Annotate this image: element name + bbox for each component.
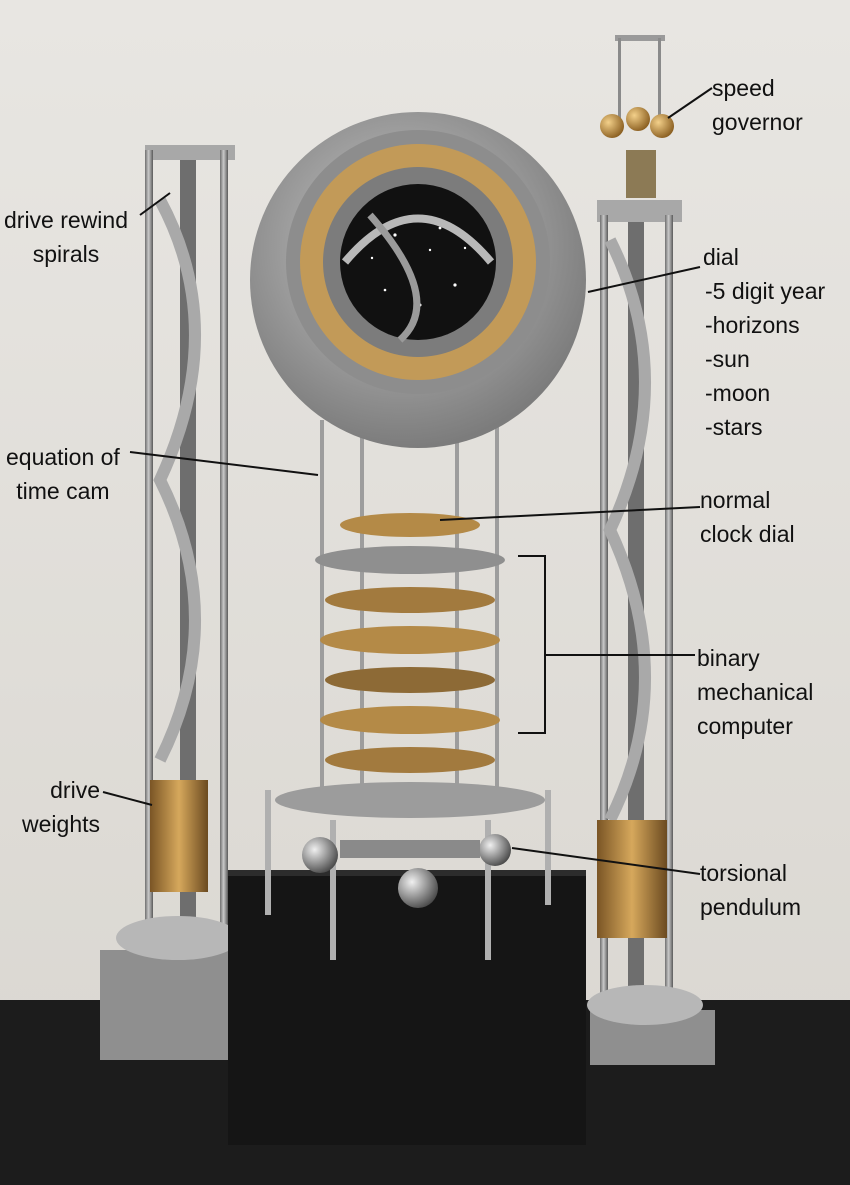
center-base — [228, 870, 586, 1145]
pendulum-ball — [398, 868, 438, 908]
governor-ball — [626, 107, 650, 131]
left-column — [100, 145, 240, 1060]
label-line: drive — [50, 777, 100, 803]
label-speed-governor: speed governor — [712, 71, 803, 139]
label-drive-weights: drive weights — [20, 773, 100, 841]
gear-disc — [325, 587, 495, 613]
right-column — [587, 35, 715, 1065]
label-line: torsional — [700, 860, 787, 886]
label-equation-of-time-cam: equation of time cam — [6, 440, 120, 508]
main-dial — [250, 112, 586, 448]
label-torsional-pendulum: torsional pendulum — [700, 856, 801, 924]
label-binary-mechanical-computer: binary mechanical computer — [697, 641, 813, 743]
binary-computer-bracket — [518, 555, 546, 734]
leader-lines — [102, 87, 713, 875]
left-drive-weight — [150, 780, 208, 892]
label-line: weights — [22, 811, 100, 837]
label-line: pendulum — [700, 894, 802, 920]
label-line: -5 digit year — [705, 278, 826, 304]
leader-torsional-pendulum — [511, 847, 701, 875]
gear-disc — [340, 513, 480, 537]
label-line: mechanical — [697, 679, 814, 705]
pendulum-ball — [302, 837, 338, 873]
mechanism-stack — [265, 420, 551, 960]
label-line: dial — [703, 244, 739, 270]
label-line: -moon — [705, 380, 771, 406]
pendulum-ball — [479, 834, 511, 866]
label-line: spirals — [32, 241, 100, 267]
right-rewind-spiral — [603, 237, 651, 823]
leader-drive-rewind-spirals — [139, 192, 171, 216]
left-plinth — [100, 950, 240, 1060]
label-line: -stars — [705, 414, 763, 440]
gear-disc — [315, 546, 505, 574]
label-line: equation of — [6, 444, 120, 470]
leader-normal-clock-dial — [439, 506, 701, 521]
label-line: time cam — [16, 478, 110, 504]
leader-dial — [587, 266, 701, 293]
pendulum-frame — [275, 782, 545, 818]
label-dial: dial -5 digit year -horizons -sun -moon … — [703, 240, 825, 444]
governor-ball — [600, 114, 624, 138]
leader-speed-governor — [667, 87, 713, 119]
leader-equation-of-time-cam — [129, 451, 319, 476]
label-line: clock dial — [700, 521, 795, 547]
governor-ball — [650, 114, 674, 138]
label-line: binary — [697, 645, 760, 671]
label-line: -horizons — [705, 312, 800, 338]
gear-disc — [325, 747, 495, 773]
right-drive-weight — [597, 820, 667, 938]
label-line: -sun — [705, 346, 750, 372]
label-line: normal — [700, 487, 771, 513]
label-line: computer — [697, 713, 793, 739]
gear-disc — [325, 667, 495, 693]
leader-drive-weights — [102, 791, 153, 806]
label-line: drive rewind — [4, 207, 128, 233]
label-normal-clock-dial: normal clock dial — [700, 483, 795, 551]
label-drive-rewind-spirals: drive rewind spirals — [4, 203, 128, 271]
gear-disc — [320, 626, 500, 654]
gear-disc — [320, 706, 500, 734]
label-line: governor — [712, 109, 803, 135]
left-rewind-spiral — [153, 197, 201, 763]
label-line: speed — [712, 75, 775, 101]
